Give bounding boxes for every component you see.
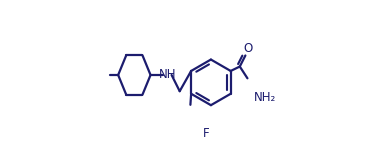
- Text: O: O: [244, 42, 253, 55]
- Text: F: F: [203, 127, 209, 140]
- Text: NH₂: NH₂: [254, 91, 276, 104]
- Text: NH: NH: [159, 69, 176, 81]
